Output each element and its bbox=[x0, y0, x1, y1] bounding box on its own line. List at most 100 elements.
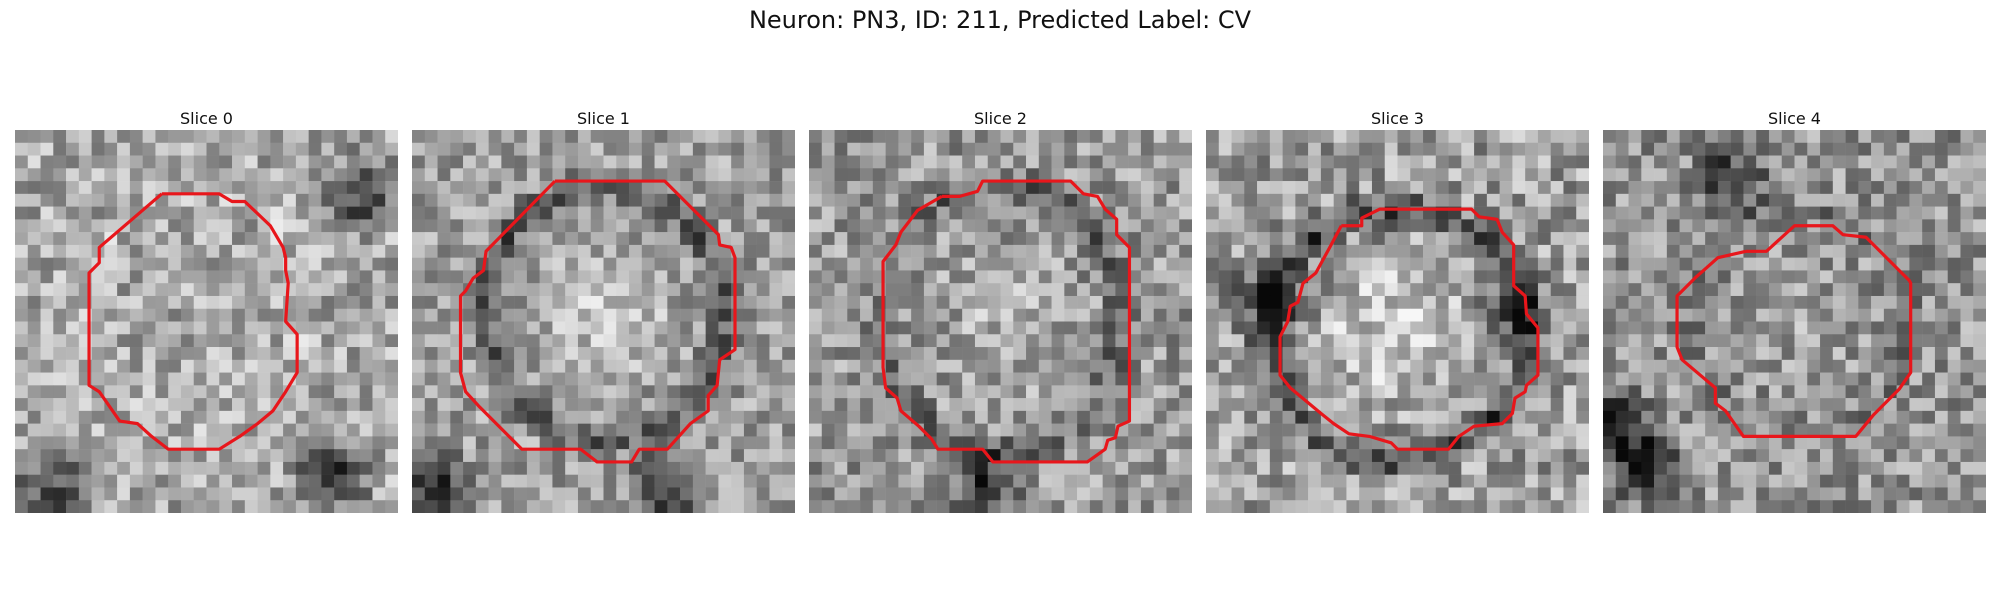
image-pixel bbox=[1115, 193, 1129, 207]
image-pixel bbox=[1461, 334, 1475, 348]
image-pixel bbox=[1550, 130, 1564, 144]
image-pixel bbox=[1448, 321, 1462, 335]
image-pixel bbox=[232, 181, 246, 195]
image-pixel bbox=[1102, 474, 1116, 488]
image-pixel bbox=[1628, 321, 1642, 335]
image-pixel bbox=[1269, 283, 1283, 297]
image-pixel bbox=[104, 474, 118, 488]
image-pixel bbox=[616, 206, 630, 220]
image-pixel bbox=[1820, 487, 1834, 501]
image-pixel bbox=[385, 142, 398, 156]
image-pixel bbox=[1244, 487, 1258, 501]
image-pixel bbox=[1153, 385, 1167, 399]
image-pixel bbox=[782, 193, 795, 207]
image-pixel bbox=[974, 372, 988, 386]
image-pixel bbox=[872, 500, 886, 513]
image-pixel bbox=[117, 385, 131, 399]
image-pixel bbox=[1064, 359, 1078, 373]
image-pixel bbox=[1947, 461, 1961, 475]
image-pixel bbox=[372, 487, 386, 501]
image-pixel bbox=[501, 130, 515, 144]
image-pixel bbox=[219, 181, 233, 195]
image-pixel bbox=[1269, 449, 1283, 463]
image-pixel bbox=[1576, 474, 1589, 488]
image-pixel bbox=[1756, 347, 1770, 361]
image-pixel bbox=[1563, 206, 1577, 220]
image-pixel bbox=[1179, 142, 1192, 156]
image-pixel bbox=[1051, 270, 1065, 284]
image-pixel bbox=[1832, 168, 1846, 182]
image-pixel bbox=[885, 295, 899, 309]
image-pixel bbox=[168, 295, 182, 309]
image-pixel bbox=[1244, 321, 1258, 335]
image-pixel bbox=[616, 500, 630, 513]
image-pixel bbox=[667, 308, 681, 322]
image-pixel bbox=[1794, 410, 1808, 424]
image-pixel bbox=[334, 372, 348, 386]
image-pixel bbox=[321, 385, 335, 399]
image-pixel bbox=[168, 155, 182, 169]
image-pixel bbox=[104, 168, 118, 182]
image-pixel bbox=[193, 219, 207, 233]
image-pixel bbox=[412, 295, 426, 309]
image-pixel bbox=[1781, 423, 1795, 437]
image-pixel bbox=[372, 423, 386, 437]
image-pixel bbox=[1871, 270, 1885, 284]
image-pixel bbox=[1423, 385, 1437, 399]
image-pixel bbox=[1423, 244, 1437, 258]
image-pixel bbox=[1026, 334, 1040, 348]
image-pixel bbox=[1218, 244, 1232, 258]
image-pixel bbox=[1000, 142, 1014, 156]
image-pixel bbox=[821, 423, 835, 437]
image-pixel bbox=[987, 219, 1001, 233]
image-pixel bbox=[1641, 283, 1655, 297]
image-pixel bbox=[590, 168, 604, 182]
image-pixel bbox=[1308, 372, 1322, 386]
image-pixel bbox=[142, 321, 156, 335]
image-pixel bbox=[1705, 181, 1719, 195]
image-pixel bbox=[949, 130, 963, 144]
image-pixel bbox=[1756, 181, 1770, 195]
image-pixel bbox=[359, 334, 373, 348]
image-pixel bbox=[1051, 500, 1065, 513]
image-pixel bbox=[1308, 181, 1322, 195]
image-pixel bbox=[1231, 385, 1245, 399]
image-pixel bbox=[257, 168, 271, 182]
image-pixel bbox=[1960, 359, 1974, 373]
image-pixel bbox=[692, 487, 706, 501]
image-pixel bbox=[1051, 219, 1065, 233]
image-pixel bbox=[577, 359, 591, 373]
image-pixel bbox=[1089, 474, 1103, 488]
image-pixel bbox=[552, 398, 566, 412]
image-pixel bbox=[40, 308, 54, 322]
image-pixel bbox=[769, 436, 783, 450]
image-pixel bbox=[552, 232, 566, 246]
image-pixel bbox=[488, 487, 502, 501]
image-pixel bbox=[1077, 359, 1091, 373]
image-pixel bbox=[603, 142, 617, 156]
image-pixel bbox=[1102, 487, 1116, 501]
image-pixel bbox=[1000, 168, 1014, 182]
image-pixel bbox=[1486, 385, 1500, 399]
image-pixel bbox=[1512, 461, 1526, 475]
image-pixel bbox=[180, 270, 194, 284]
image-pixel bbox=[603, 398, 617, 412]
image-pixel bbox=[385, 410, 398, 424]
image-pixel bbox=[821, 334, 835, 348]
image-pixel bbox=[155, 398, 169, 412]
image-pixel bbox=[1128, 219, 1142, 233]
image-pixel bbox=[1166, 181, 1180, 195]
image-pixel bbox=[1089, 334, 1103, 348]
image-pixel bbox=[117, 321, 131, 335]
image-pixel bbox=[809, 270, 823, 284]
image-pixel bbox=[654, 219, 668, 233]
image-pixel bbox=[1756, 461, 1770, 475]
image-pixel bbox=[142, 372, 156, 386]
image-pixel bbox=[949, 270, 963, 284]
image-pixel bbox=[1486, 244, 1500, 258]
image-pixel bbox=[847, 359, 861, 373]
image-pixel bbox=[1026, 487, 1040, 501]
image-pixel bbox=[1038, 449, 1052, 463]
image-pixel bbox=[1423, 181, 1437, 195]
image-pixel bbox=[1922, 130, 1936, 144]
